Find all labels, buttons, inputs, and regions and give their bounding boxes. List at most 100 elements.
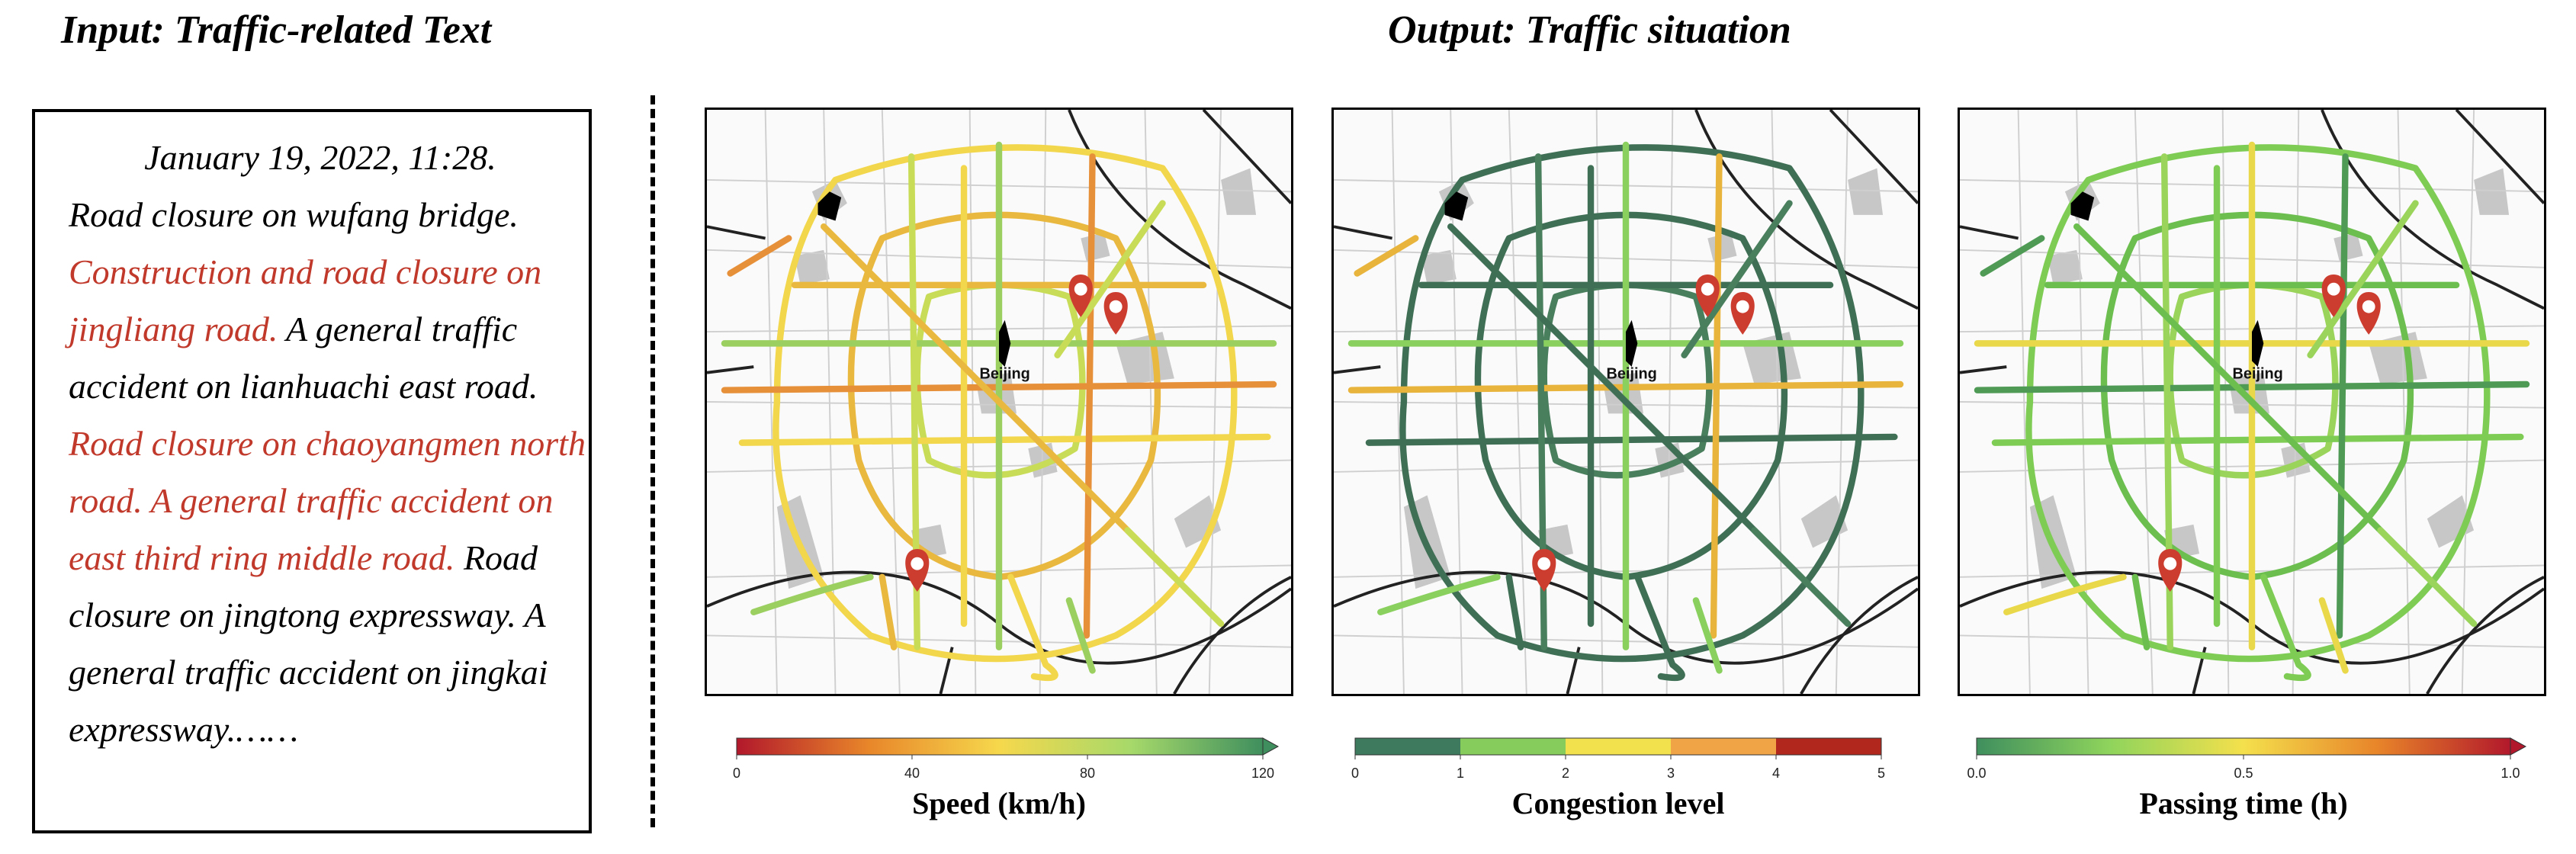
congestion-map-panel: Beijing [1331, 108, 1920, 696]
major-road [2321, 110, 2544, 310]
major-road [1694, 110, 1918, 310]
minor-road [2292, 110, 2300, 694]
city-label: Beijing [979, 365, 1029, 382]
passing-time-colorbar-title: Passing time (h) [2139, 786, 2348, 820]
passing_time-colorbar-svg: 0.0 0.5 1.0 [1967, 737, 2527, 781]
major-road [2426, 576, 2544, 694]
traffic-road [820, 223, 1178, 581]
minor-road [2017, 110, 2031, 694]
traffic-road [1980, 235, 2045, 277]
text-segment-3: A general traffic accident on lianhuachi… [69, 310, 538, 406]
major-road [1829, 110, 1918, 204]
minor-road [2134, 110, 2154, 694]
colorbar-outline [1354, 737, 1882, 756]
traffic-road [2003, 573, 2127, 615]
traffic-road [2100, 211, 2414, 581]
gray-area [2474, 168, 2510, 215]
colorbar-step [1355, 738, 1460, 755]
congestion-colorbar-title: Congestion level [1511, 786, 1725, 820]
minor-road [764, 110, 778, 694]
congestion-colorbar: 0 1 2 3 4 5 [1351, 737, 1885, 781]
speed-map: Beijing [707, 110, 1291, 694]
gray-area [1421, 249, 1457, 285]
accident-marker [905, 549, 930, 592]
colorbar-gradient [736, 737, 1264, 756]
accident-marker [1532, 549, 1556, 592]
major-road [1960, 225, 2019, 240]
traffic-road [727, 235, 792, 277]
major-road [1334, 365, 1381, 374]
major-road [1800, 576, 1918, 694]
traffic-road [1054, 200, 1166, 358]
speed-map-panel: Beijing [705, 108, 1293, 696]
traffic-road [2318, 597, 2349, 674]
traffic-road [1065, 597, 1096, 674]
minor-road [881, 110, 901, 694]
input-text: January 19, 2022, 11:28. Road closure on… [69, 129, 587, 758]
traffic-road [1083, 153, 1096, 639]
traffic-road [2336, 153, 2349, 639]
minor-road [2397, 110, 2411, 694]
construction-marker [2321, 274, 2346, 317]
colorbar-step [1460, 738, 1566, 755]
minor-road [1595, 110, 1604, 694]
traffic-road [1751, 527, 1852, 628]
traffic-road [878, 573, 898, 650]
colorbar-step [1776, 738, 1881, 755]
colorbar-extend-arrow [1262, 737, 1280, 756]
minor-road [1665, 110, 1674, 694]
input-date: January 19, 2022, 11:28. [144, 138, 496, 177]
accident-marker [1103, 291, 1128, 335]
minor-road [1508, 110, 1527, 694]
passing-time-map-panel: Beijing [1958, 108, 2546, 696]
congestion-map: Beijing [1334, 110, 1918, 694]
colorbar-tick-label: 5 [1877, 766, 1885, 781]
minor-road [1771, 110, 1784, 694]
output-heading: Output: Traffic situation [1388, 8, 1791, 52]
accident-marker [1730, 291, 1755, 335]
minor-road [1144, 110, 1158, 694]
city-label: Beijing [1606, 365, 1656, 382]
colorbar-tick-label: 40 [904, 766, 920, 781]
traffic-road [2260, 573, 2311, 682]
traffic-road [772, 144, 1238, 663]
minor-road [2461, 110, 2475, 694]
traffic-road [1634, 573, 1685, 682]
gray-area [1221, 168, 1257, 215]
major-road [1334, 225, 1392, 240]
text-segment-5: Road closure on jingtong expressway. A g… [69, 538, 548, 749]
traffic-road [1474, 211, 1788, 581]
traffic-road [1505, 573, 1524, 650]
colorbar-tick-label: 0.0 [1967, 766, 1986, 781]
traffic-road [2307, 200, 2419, 358]
minor-road [1039, 110, 1047, 694]
water-landmark-icon [1444, 191, 1469, 221]
gray-area [1742, 332, 1801, 385]
traffic-road [1365, 433, 1898, 446]
minor-road [2221, 110, 2230, 694]
traffic-road [750, 573, 874, 615]
passing_time-map: Beijing [1960, 110, 2544, 694]
construction-marker [1068, 274, 1093, 317]
colorbar-tick-label: 0.5 [2234, 766, 2253, 781]
speed-colorbar-title: Speed (km/h) [912, 786, 1086, 820]
traffic-road [1354, 235, 1419, 277]
colorbar-step [1566, 738, 1671, 755]
gray-area [1848, 168, 1884, 215]
city-label: Beijing [2232, 365, 2282, 382]
traffic-road [1692, 597, 1723, 674]
input-heading: Input: Traffic-related Text [61, 8, 492, 52]
speed-colorbar: 0 40 80 120 [733, 737, 1280, 781]
traffic-road [1377, 573, 1501, 615]
gray-area [2047, 249, 2083, 285]
traffic-road [2131, 573, 2150, 650]
forbidden-city-icon [1626, 319, 1638, 368]
traffic-road [847, 211, 1161, 581]
traffic-road [1710, 153, 1723, 639]
forbidden-city-icon [999, 319, 1011, 368]
minor-road [1391, 110, 1405, 694]
traffic-road [2025, 144, 2491, 663]
traffic-road [1007, 573, 1058, 682]
speed-colorbar-svg: 0 40 80 120 [733, 737, 1280, 781]
text-segment-2-highlighted: Construction and road closure on jinglia… [69, 252, 542, 348]
